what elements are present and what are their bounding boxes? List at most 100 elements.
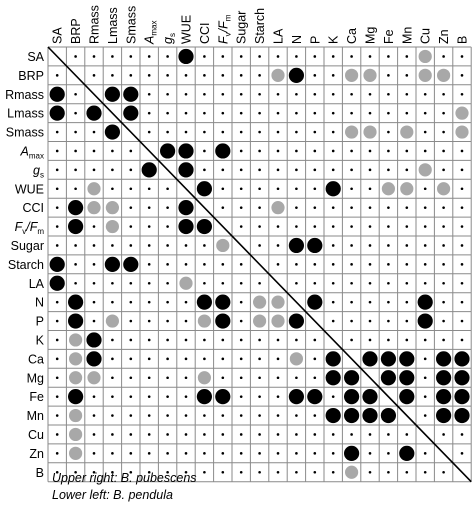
cell-weak-amax-zn xyxy=(442,149,445,153)
cell-weak-cu-starch xyxy=(258,433,261,436)
cell-weak-la-b xyxy=(460,281,464,285)
cell-weak-ca-fv-fm xyxy=(221,357,225,361)
cell-weak-rmass-fe xyxy=(387,92,390,96)
cell-weak-lmass-wue xyxy=(184,111,188,115)
caption-line-lower: Lower left: B. pendula xyxy=(52,487,197,504)
row-label-rmass: Rmass xyxy=(5,88,44,102)
row-label-amax: Amax xyxy=(20,144,44,160)
cell-weak-ca-sa xyxy=(55,357,59,361)
caption-upper-prefix: Upper right: xyxy=(52,471,118,485)
cell-strong-wue-cci xyxy=(196,181,212,197)
row-label-b: B xyxy=(36,466,44,480)
cell-weak-fv-fm-rmass xyxy=(92,225,96,228)
cell-weak-k-fe xyxy=(387,338,390,342)
cell-weak-mg-smass xyxy=(129,376,133,380)
cell-weak-cu-cci xyxy=(203,433,206,436)
cell-weak-amax-rmass xyxy=(92,149,96,153)
cell-weak-gs-fv-fm xyxy=(221,168,225,172)
cell-weak-cu-fv-fm xyxy=(221,433,225,436)
cell-weak-rmass-cu xyxy=(423,92,427,96)
cell-weak-la-cu xyxy=(423,281,427,285)
cell-strong-mn-mg xyxy=(362,407,378,424)
cell-weak-lmass-mg xyxy=(368,111,372,115)
cell-moderate-lmass-b xyxy=(455,106,469,120)
cell-weak-lmass-amax xyxy=(147,111,151,115)
cell-weak-fv-fm-n xyxy=(295,225,298,228)
cell-weak-cu-la xyxy=(276,433,280,436)
cell-strong-rmass-lmass xyxy=(104,86,120,102)
cell-weak-smass-wue xyxy=(184,130,188,134)
cell-weak-b-mg xyxy=(368,470,372,474)
cell-weak-la-lmass xyxy=(111,281,114,285)
cell-weak-amax-cci xyxy=(203,149,206,153)
cell-weak-fv-fm-la xyxy=(276,225,280,228)
cell-weak-smass-cci xyxy=(203,130,206,134)
cell-weak-k-lmass xyxy=(111,338,114,342)
column-label-fe: Fe xyxy=(382,29,396,44)
cell-weak-starch-fe xyxy=(387,263,390,266)
cell-weak-amax-n xyxy=(295,149,298,153)
cell-moderate-ca-n xyxy=(289,352,303,366)
cell-weak-la-gs xyxy=(166,281,169,285)
cell-strong-n-brp xyxy=(68,294,84,310)
cell-strong-p-fv-fm xyxy=(215,313,231,329)
cell-weak-amax-b xyxy=(460,149,464,153)
cell-weak-sa-ca xyxy=(350,55,353,58)
cell-weak-starch-cci xyxy=(203,263,206,266)
cell-weak-cci-amax xyxy=(147,206,151,209)
cell-moderate-sa-cu xyxy=(418,49,432,64)
cell-strong-mn-fe xyxy=(380,407,396,424)
cell-weak-fv-fm-cu xyxy=(423,225,427,228)
cell-strong-starch-lmass xyxy=(104,256,120,272)
cell-weak-p-rmass xyxy=(92,319,96,323)
cell-strong-fv-fm-wue xyxy=(178,218,194,235)
cell-weak-mn-starch xyxy=(258,414,261,417)
cell-weak-mn-amax xyxy=(147,414,151,417)
cell-weak-rmass-k xyxy=(331,92,335,96)
cell-strong-lmass-sa xyxy=(49,105,65,121)
cell-weak-rmass-starch xyxy=(258,92,261,96)
cell-weak-cu-wue xyxy=(184,433,188,436)
cell-weak-k-wue xyxy=(184,338,188,342)
cell-weak-sa-amax xyxy=(147,55,151,58)
cell-weak-cu-smass xyxy=(129,433,133,436)
cell-weak-amax-mn xyxy=(405,149,409,153)
cell-weak-zn-la xyxy=(276,452,280,455)
cell-strong-n-p xyxy=(307,294,323,310)
cell-weak-gs-fe xyxy=(387,168,390,172)
cell-weak-cu-n xyxy=(295,433,298,436)
cell-weak-fe-rmass xyxy=(92,395,96,398)
cell-moderate-p-lmass xyxy=(105,314,119,328)
cell-weak-cci-sa xyxy=(55,206,59,209)
cell-weak-starch-zn xyxy=(442,263,445,266)
cell-strong-k-rmass xyxy=(86,332,102,348)
cell-weak-starch-amax xyxy=(147,263,151,266)
cell-strong-starch-smass xyxy=(123,256,139,272)
cell-weak-starch-b xyxy=(460,263,464,266)
cell-weak-mn-cu xyxy=(423,414,427,417)
cell-weak-cu-sa xyxy=(55,433,59,436)
cell-weak-fv-fm-fe xyxy=(387,225,390,228)
cell-moderate-mg-brp xyxy=(69,371,83,385)
cell-moderate-smass-mg xyxy=(363,125,377,139)
cell-weak-sugar-amax xyxy=(147,244,151,247)
cell-strong-ca-fe xyxy=(380,351,396,367)
cell-weak-sugar-mn xyxy=(405,244,409,247)
cell-weak-k-amax xyxy=(147,338,151,342)
cell-weak-lmass-fe xyxy=(387,111,390,115)
cell-weak-starch-rmass xyxy=(92,263,96,266)
cell-moderate-wue-mn xyxy=(400,182,414,196)
cell-strong-fe-zn xyxy=(436,389,452,405)
cell-weak-wue-sugar xyxy=(239,187,243,191)
cell-weak-p-ca xyxy=(350,319,353,323)
row-label-starch: Starch xyxy=(8,258,44,272)
cell-weak-b-gs xyxy=(166,470,169,474)
cell-weak-brp-fe xyxy=(387,74,390,77)
cell-strong-sugar-p xyxy=(307,237,323,254)
cell-moderate-mn-brp xyxy=(69,408,83,423)
cell-weak-la-mn xyxy=(405,281,409,285)
cell-strong-amax-gs xyxy=(160,143,176,159)
cell-weak-cci-b xyxy=(460,206,464,209)
cell-weak-starch-n xyxy=(295,263,298,266)
